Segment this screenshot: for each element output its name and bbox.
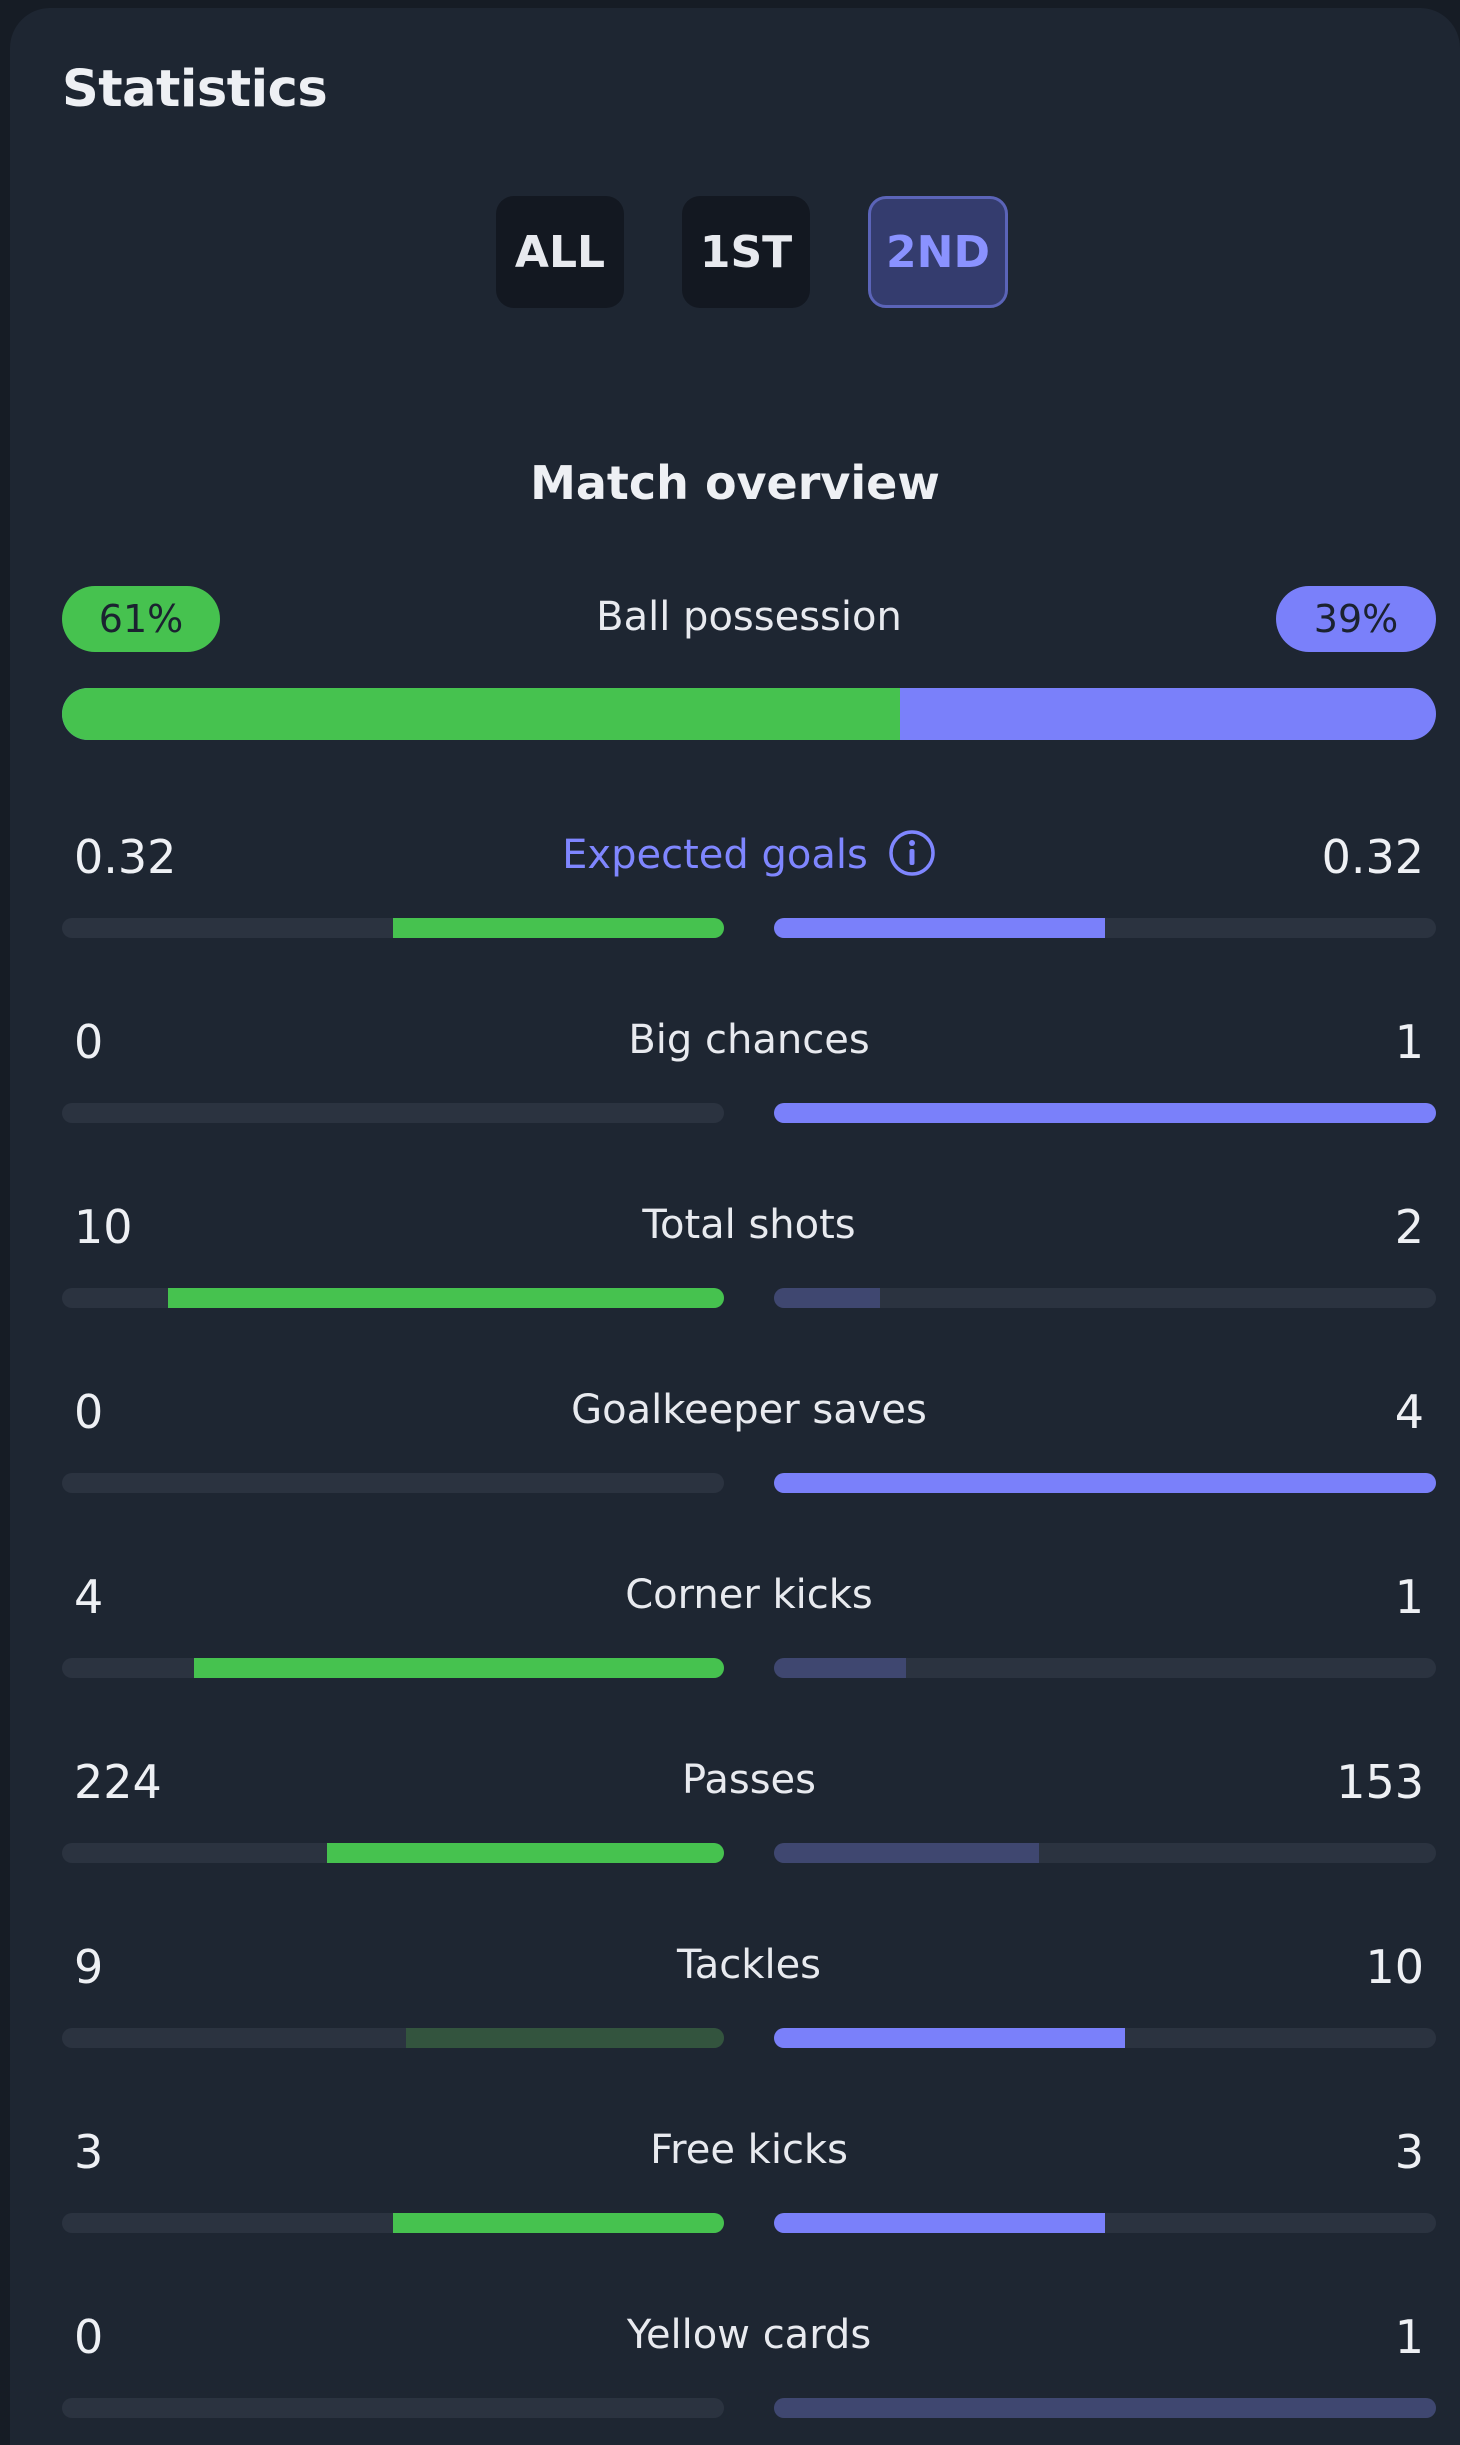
away-bar-track — [774, 1103, 1436, 1123]
home-value: 224 — [74, 1755, 162, 1809]
stat-label-text: Total shots — [642, 1202, 856, 1248]
home-bar-track — [62, 1288, 724, 1308]
home-bar-fill — [393, 2213, 724, 2233]
home-bar-track — [62, 1103, 724, 1123]
stat-label: Passes — [62, 1757, 1436, 1803]
away-bar-fill — [774, 1103, 1436, 1123]
home-value: 0 — [74, 2310, 104, 2364]
home-value: 4 — [74, 1570, 104, 1624]
away-value: 1 — [1394, 2310, 1424, 2364]
away-bar-fill — [774, 2398, 1436, 2418]
stat-label-text: Big chances — [628, 1017, 870, 1063]
away-bar-track — [774, 1288, 1436, 1308]
home-value: 3 — [74, 2125, 104, 2179]
info-icon[interactable] — [888, 829, 936, 877]
stat-row-passes: 224 Passes 153 — [62, 1755, 1436, 1875]
away-bar-fill — [774, 918, 1105, 938]
stat-row-tackles: 9 Tackles 10 — [62, 1940, 1436, 2060]
stat-label-text: Tackles — [676, 1942, 822, 1988]
stat-row-big-chances: 0 Big chances 1 — [62, 1015, 1436, 1135]
stat-label-text: Yellow cards — [626, 2312, 872, 2358]
home-bar-fill — [406, 2028, 724, 2048]
tab-all[interactable]: ALL — [496, 196, 624, 308]
away-bar-track — [774, 1658, 1436, 1678]
home-bar-track — [62, 2398, 724, 2418]
away-value: 3 — [1394, 2125, 1424, 2179]
away-possession-badge: 39% — [1276, 586, 1436, 652]
stat-row-yellow-cards: 0 Yellow cards 1 — [62, 2310, 1436, 2430]
away-value: 2 — [1394, 1200, 1424, 1254]
away-value: 1 — [1394, 1570, 1424, 1624]
stat-label: Big chances — [62, 1017, 1436, 1063]
tab-2nd[interactable]: 2ND — [868, 196, 1008, 308]
possession-bar — [62, 688, 1436, 740]
home-value: 10 — [74, 1200, 133, 1254]
home-value: 0 — [74, 1385, 104, 1439]
home-value: 9 — [74, 1940, 104, 1994]
stat-label: Free kicks — [62, 2127, 1436, 2173]
stat-label-text: Free kicks — [650, 2127, 848, 2173]
stat-label[interactable]: Expected goals — [62, 829, 1436, 881]
stat-row-corner-kicks: 4 Corner kicks 1 — [62, 1570, 1436, 1690]
stat-label: Corner kicks — [62, 1572, 1436, 1618]
home-bar-fill — [393, 918, 724, 938]
away-bar-track — [774, 1473, 1436, 1493]
home-value: 0 — [74, 1015, 104, 1069]
ball-possession-row: 61% Ball possession 39% — [62, 586, 1436, 746]
home-bar-track — [62, 2028, 724, 2048]
stat-label: Yellow cards — [62, 2312, 1436, 2358]
stat-label-text: Corner kicks — [625, 1572, 873, 1618]
home-bar-fill — [167, 1288, 724, 1308]
away-bar-fill — [774, 2028, 1125, 2048]
home-bar-track — [62, 1473, 724, 1493]
away-bar-track — [774, 2398, 1436, 2418]
possession-label: Ball possession — [596, 594, 902, 640]
stat-label-text: Passes — [682, 1757, 816, 1803]
section-title: Match overview — [530, 456, 940, 510]
stat-label: Total shots — [62, 1202, 1436, 1248]
possession-bar-home-fill — [62, 688, 901, 740]
away-bar-fill — [774, 2213, 1105, 2233]
away-bar-fill — [774, 1288, 880, 1308]
stat-label-text: Expected goals — [562, 832, 868, 878]
stat-row-expected-goals: 0.32 Expected goals 0.32 — [62, 830, 1436, 950]
away-bar-track — [774, 1843, 1436, 1863]
away-bar-fill — [774, 1658, 907, 1678]
period-tabs: ALL 1ST 2ND — [10, 196, 1460, 312]
away-value: 0.32 — [1321, 830, 1424, 884]
home-bar-fill — [326, 1843, 724, 1863]
away-value: 1 — [1394, 1015, 1424, 1069]
away-bar-track — [774, 2213, 1436, 2233]
stat-label: Goalkeeper saves — [62, 1387, 1436, 1433]
stat-label-text: Goalkeeper saves — [571, 1387, 927, 1433]
home-bar-track — [62, 2213, 724, 2233]
home-bar-track — [62, 1658, 724, 1678]
home-bar-fill — [194, 1658, 724, 1678]
panel-title: Statistics — [62, 60, 328, 119]
stat-row-goalkeeper-saves: 0 Goalkeeper saves 4 — [62, 1385, 1436, 1505]
away-bar-track — [774, 2028, 1436, 2048]
home-value: 0.32 — [74, 830, 177, 884]
away-bar-fill — [774, 1843, 1039, 1863]
home-possession-badge: 61% — [62, 586, 220, 652]
stat-label: Tackles — [62, 1942, 1436, 1988]
away-value: 4 — [1394, 1385, 1424, 1439]
away-bar-fill — [774, 1473, 1436, 1493]
away-value: 10 — [1365, 1940, 1424, 1994]
stat-row-free-kicks: 3 Free kicks 3 — [62, 2125, 1436, 2245]
away-value: 153 — [1336, 1755, 1424, 1809]
away-bar-track — [774, 918, 1436, 938]
statistics-panel: Statistics ALL 1ST 2ND Match overview 61… — [10, 8, 1460, 2445]
home-bar-track — [62, 918, 724, 938]
stat-row-total-shots: 10 Total shots 2 — [62, 1200, 1436, 1320]
tab-1st[interactable]: 1ST — [682, 196, 810, 308]
home-bar-track — [62, 1843, 724, 1863]
